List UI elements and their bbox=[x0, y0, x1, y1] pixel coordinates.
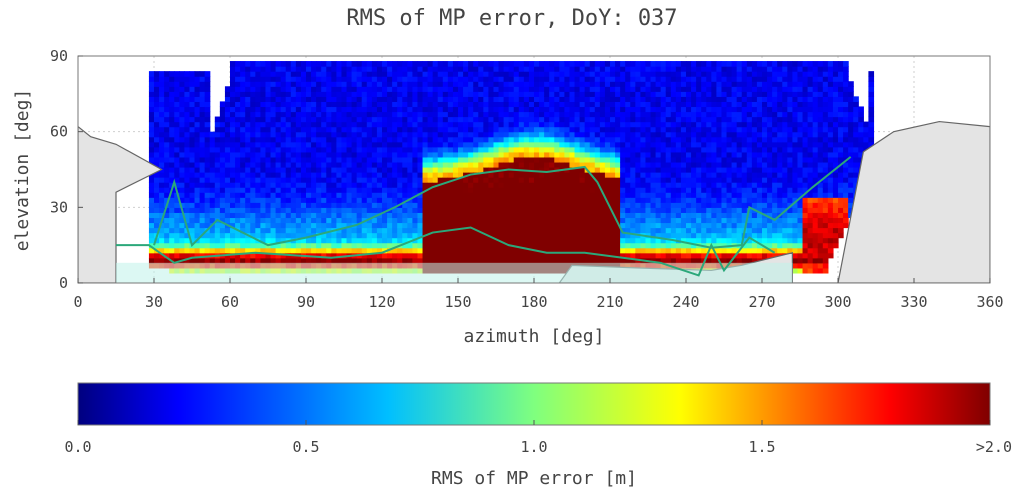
chart-title: RMS of MP error, DoY: 037 bbox=[346, 6, 678, 31]
colorbar-tick-label: 1.5 bbox=[748, 438, 775, 456]
x-tick-label: 270 bbox=[748, 293, 775, 311]
x-tick-label: 360 bbox=[976, 293, 1003, 311]
colorbar-ticks: 0.0 0.5 1.0 1.5 >2.0 bbox=[64, 420, 1012, 456]
obstruction-line-1 bbox=[116, 226, 776, 277]
y-tick-label: 90 bbox=[50, 47, 68, 65]
colorbar-tick-label: 0.0 bbox=[64, 438, 91, 456]
x-tick-label: 210 bbox=[596, 293, 623, 311]
y-tick-label: 60 bbox=[50, 123, 68, 141]
x-tick-label: 300 bbox=[824, 293, 851, 311]
x-tick-label: 330 bbox=[900, 293, 927, 311]
obstruction-line-0 bbox=[153, 156, 852, 249]
y-tick-label: 0 bbox=[59, 274, 68, 292]
x-axis-label: azimuth [deg] bbox=[464, 326, 605, 347]
colorbar-tick-label: 1.0 bbox=[520, 438, 547, 456]
x-tick-label: 90 bbox=[297, 293, 315, 311]
y-tick-label: 30 bbox=[50, 198, 68, 216]
x-tick-label: 240 bbox=[672, 293, 699, 311]
x-tick-label: 120 bbox=[368, 293, 395, 311]
obstruction-lines bbox=[116, 156, 852, 277]
horizon-mask bbox=[78, 120, 990, 283]
x-tick-label: 30 bbox=[145, 293, 163, 311]
x-axis-ticks: 0 30 60 90 120 150 180 210 240 270 300 330 360 bbox=[73, 278, 1004, 311]
y-axis-label: elevation [deg] bbox=[12, 89, 33, 252]
heatmap-cells bbox=[148, 61, 875, 274]
x-tick-label: 60 bbox=[221, 293, 239, 311]
x-tick-label: 0 bbox=[73, 293, 82, 311]
x-tick-label: 150 bbox=[444, 293, 471, 311]
colorbar-label: RMS of MP error [m] bbox=[431, 468, 637, 489]
colorbar-tick-label: 0.5 bbox=[292, 438, 319, 456]
y-axis-ticks: 0 30 60 90 bbox=[50, 47, 83, 292]
x-tick-label: 180 bbox=[520, 293, 547, 311]
colorbar bbox=[77, 382, 991, 426]
colorbar-tick-label: >2.0 bbox=[976, 438, 1012, 456]
